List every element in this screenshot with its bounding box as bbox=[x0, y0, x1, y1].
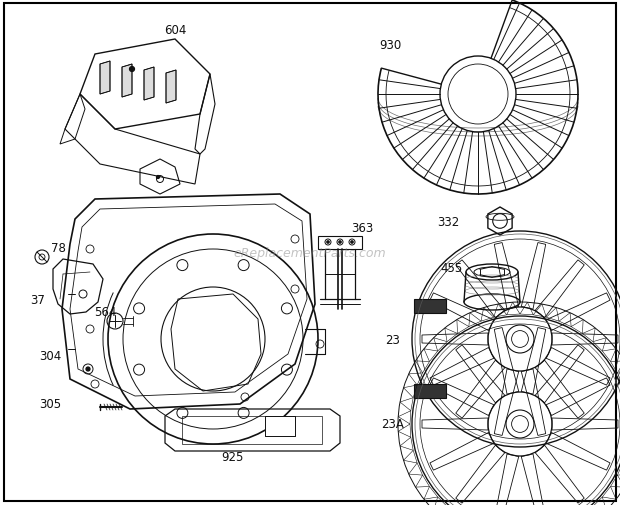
Text: eReplacementParts.com: eReplacementParts.com bbox=[234, 246, 386, 259]
Polygon shape bbox=[414, 299, 446, 314]
Text: 455: 455 bbox=[441, 261, 463, 274]
Text: 23A: 23A bbox=[381, 418, 404, 431]
Polygon shape bbox=[414, 384, 446, 398]
Text: 564: 564 bbox=[94, 305, 116, 318]
Polygon shape bbox=[144, 68, 154, 101]
Text: 304: 304 bbox=[39, 350, 61, 363]
Text: 37: 37 bbox=[30, 293, 45, 306]
Circle shape bbox=[351, 241, 353, 244]
Circle shape bbox=[327, 241, 329, 244]
Polygon shape bbox=[166, 71, 176, 104]
Polygon shape bbox=[265, 416, 295, 436]
Text: 925: 925 bbox=[221, 450, 243, 464]
Circle shape bbox=[156, 176, 159, 179]
Polygon shape bbox=[100, 62, 110, 95]
Text: 305: 305 bbox=[39, 398, 61, 411]
Circle shape bbox=[130, 67, 135, 72]
Text: 363: 363 bbox=[351, 221, 373, 234]
Text: 930: 930 bbox=[379, 38, 401, 52]
Text: 604: 604 bbox=[164, 23, 186, 36]
Circle shape bbox=[339, 241, 341, 244]
Circle shape bbox=[86, 367, 90, 371]
Text: 23: 23 bbox=[386, 333, 401, 346]
Polygon shape bbox=[122, 65, 132, 98]
Text: 78: 78 bbox=[51, 241, 66, 254]
Text: 332: 332 bbox=[437, 215, 459, 228]
